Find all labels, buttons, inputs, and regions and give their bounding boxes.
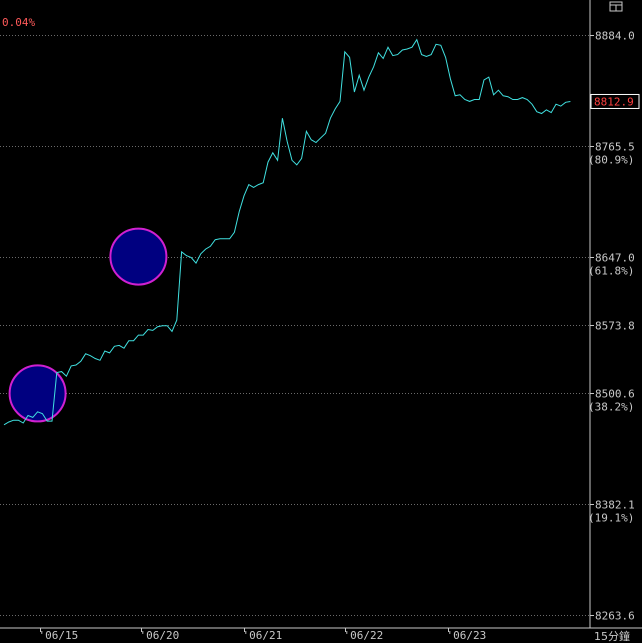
y-tick-percent: (19.1%) bbox=[588, 512, 634, 525]
x-tick-label: '06/23 bbox=[447, 629, 487, 642]
x-tick-label: '06/21 bbox=[243, 629, 283, 642]
y-tick-percent: (38.2%) bbox=[588, 401, 634, 414]
series-layer bbox=[3, 38, 571, 426]
last-price-box bbox=[590, 93, 640, 109]
x-tick-label: '06/20 bbox=[140, 629, 180, 642]
highlight-circle bbox=[8, 364, 67, 423]
y-tick-label: 8382.1 bbox=[595, 499, 635, 512]
change-percent-label: 0.04% bbox=[2, 16, 35, 29]
y-tick-label: 8647.0 bbox=[595, 252, 635, 265]
window-icon[interactable] bbox=[609, 1, 623, 12]
y-tick-label: 8573.8 bbox=[595, 320, 635, 333]
x-tick-label: '06/15 bbox=[39, 629, 79, 642]
y-tick-label: 8263.6 bbox=[595, 610, 635, 623]
label-layer: 8884.0 8765.5(80.9%) 8647.0(61.8%) 8573.8 85… bbox=[39, 30, 640, 642]
y-tick-label: 8500.6 bbox=[595, 388, 635, 401]
y-tick-percent: (61.8%) bbox=[588, 265, 634, 278]
x-tick-label: '06/22 bbox=[344, 629, 384, 642]
last-price-label: 8812.9 bbox=[594, 95, 634, 108]
y-tick-percent: (80.9%) bbox=[588, 154, 634, 167]
interval-label[interactable]: 15分鐘 bbox=[594, 629, 630, 643]
grid-layer bbox=[0, 35, 590, 616]
highlight-circle bbox=[109, 227, 168, 286]
price-series-line bbox=[3, 38, 571, 426]
annotation-layer bbox=[8, 227, 168, 423]
y-tick-label: 8765.5 bbox=[595, 141, 635, 154]
y-tick-label: 8884.0 bbox=[595, 30, 635, 43]
